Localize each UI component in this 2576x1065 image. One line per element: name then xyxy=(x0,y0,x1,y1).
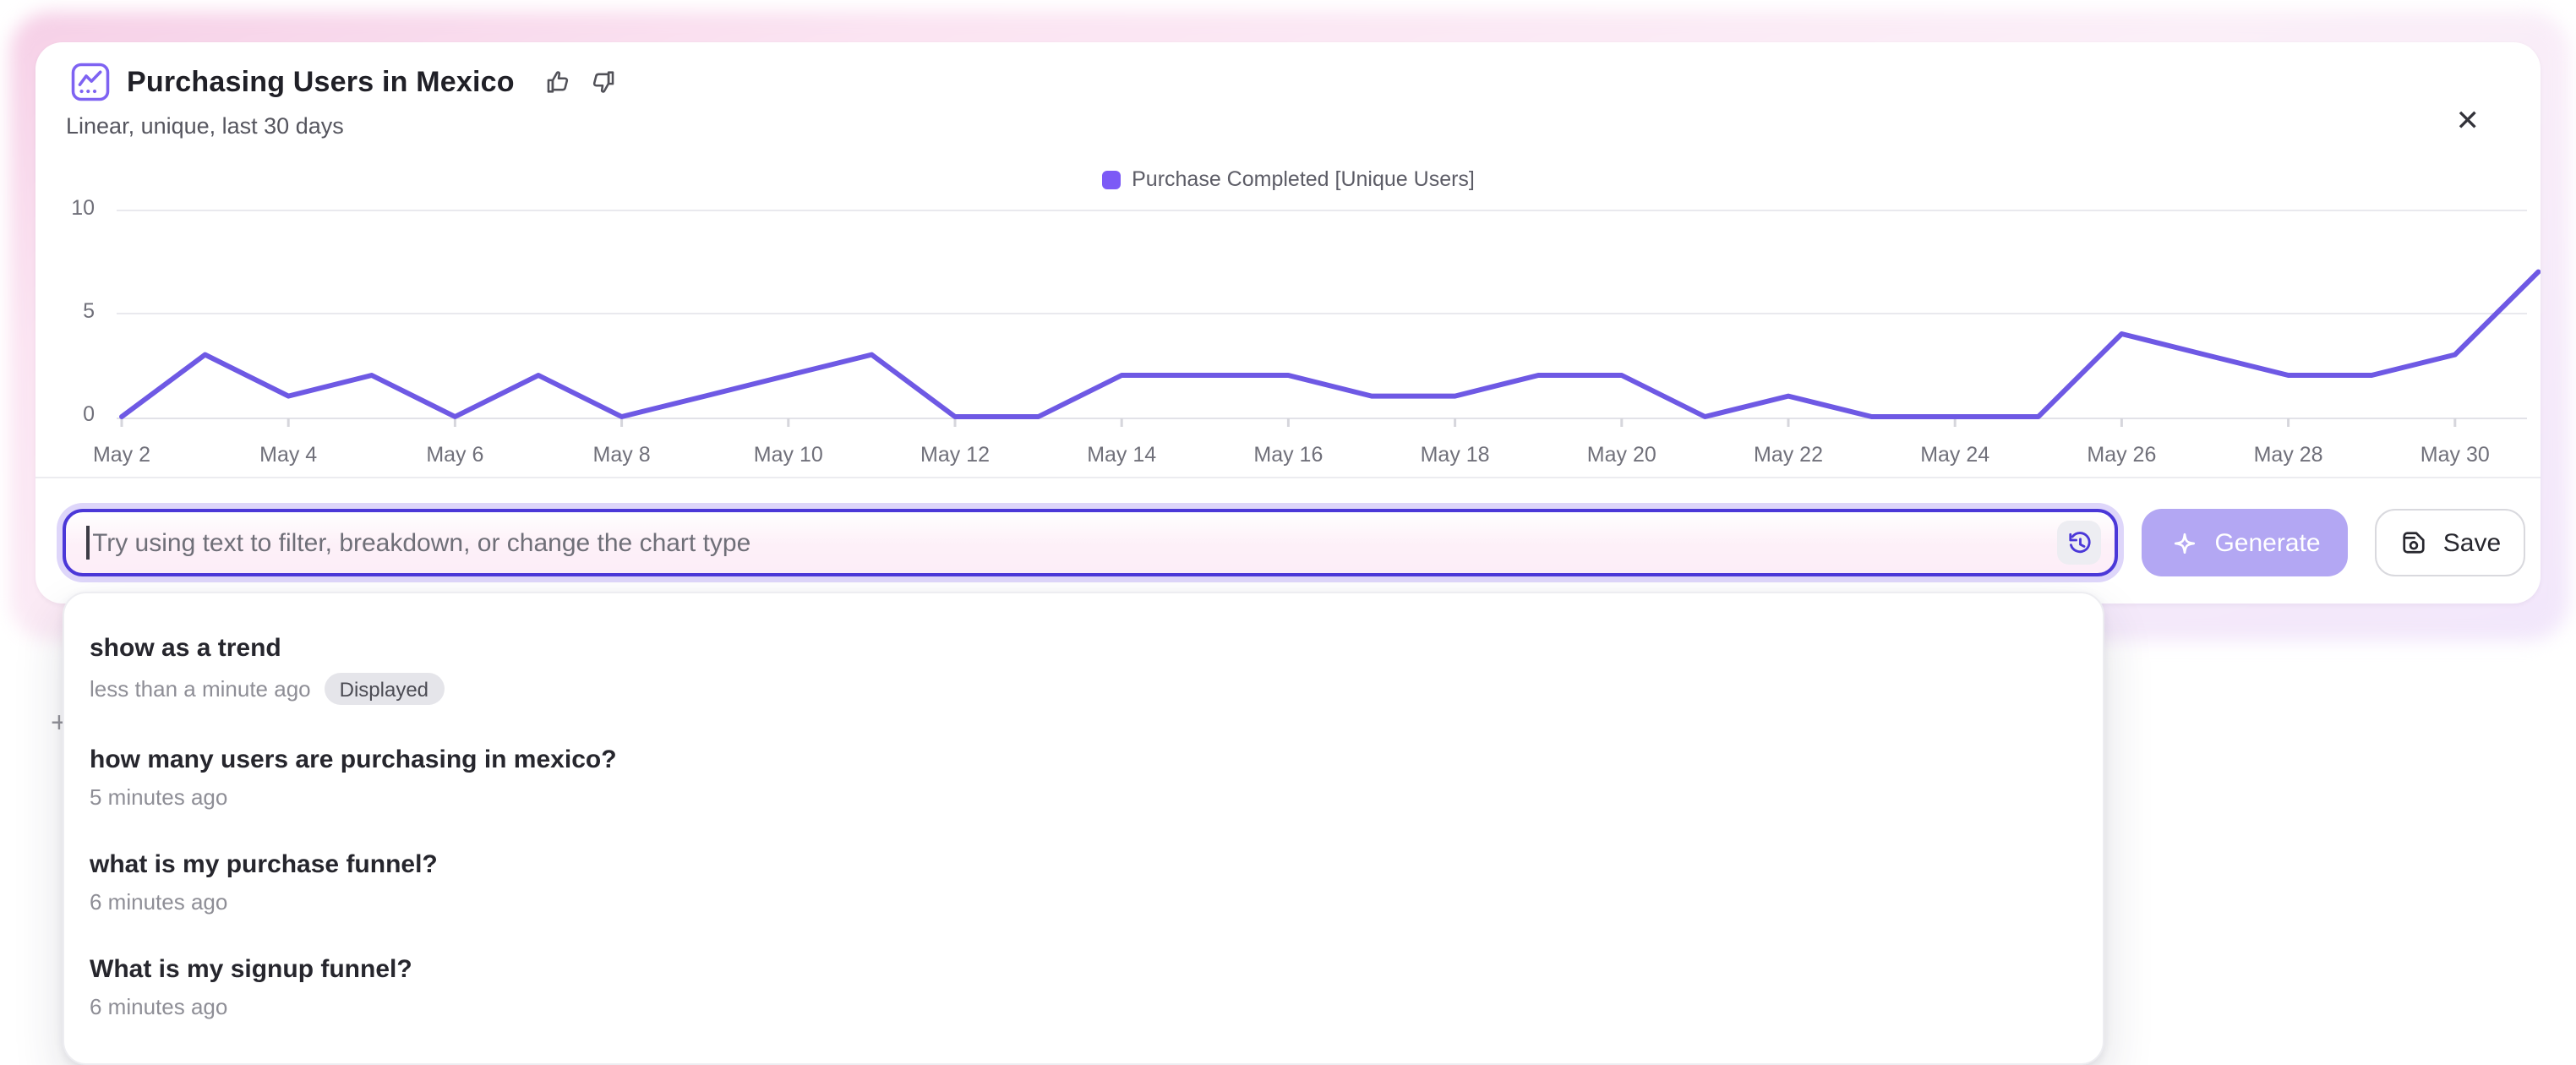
history-item[interactable]: show as a trend less than a minute ago Dis… xyxy=(64,620,2103,718)
history-meta: 6 minutes ago xyxy=(90,994,2076,1019)
x-tick-label: May 12 xyxy=(920,443,990,467)
history-timestamp: 6 minutes ago xyxy=(90,994,228,1019)
series-line xyxy=(119,269,2541,419)
history-meta: less than a minute ago Displayed xyxy=(90,673,2076,705)
x-tick-label: May 4 xyxy=(259,443,318,467)
generate-label: Generate xyxy=(2214,528,2321,557)
displayed-badge: Displayed xyxy=(324,673,445,705)
card-header: Purchasing Users in Mexico xyxy=(71,63,618,101)
save-file-icon xyxy=(2404,532,2426,554)
history-item[interactable]: What is my signup funnel? 6 minutes ago xyxy=(64,942,2103,1033)
y-tick-10: 10 xyxy=(71,196,95,220)
history-item[interactable]: how many users are purchasing in mexico?… xyxy=(64,732,2103,823)
history-meta: 5 minutes ago xyxy=(90,784,2076,810)
page-title: Purchasing Users in Mexico xyxy=(127,65,515,97)
y-tick-0: 0 xyxy=(83,402,95,426)
x-tick-label: May 10 xyxy=(753,443,823,467)
save-label: Save xyxy=(2442,528,2502,557)
gridline-0-baseline xyxy=(117,417,2527,418)
legend-swatch xyxy=(1101,170,1121,188)
x-tick-label: May 2 xyxy=(92,443,151,467)
ai-text-input[interactable]: Try using text to filter, breakdown, or … xyxy=(63,509,2118,576)
chart-card: Purchasing Users in Mexico Linear, uniqu… xyxy=(35,42,2541,604)
history-item[interactable]: what is my purchase funnel? 6 minutes ago xyxy=(64,837,2103,928)
close-icon[interactable]: ✕ xyxy=(2455,105,2480,137)
history-meta: 6 minutes ago xyxy=(90,889,2076,915)
history-button[interactable] xyxy=(2057,521,2101,565)
divider xyxy=(35,477,2541,478)
x-tick-label: May 22 xyxy=(1754,443,1823,467)
generate-button[interactable]: Generate xyxy=(2142,509,2348,576)
x-axis-labels: May 2 May 4 May 6 May 8 May 10 May 12 May 14 Ma… xyxy=(35,443,2541,470)
gridline-5 xyxy=(117,313,2527,314)
legend-label: Purchase Completed [Unique Users] xyxy=(1132,167,1475,191)
x-tick-label: May 24 xyxy=(1920,443,1990,467)
chart-settings-summary: Linear, unique, last 30 days xyxy=(66,113,344,139)
x-tick-label: May 20 xyxy=(1586,443,1656,467)
x-tick-label: May 6 xyxy=(426,443,484,467)
x-tick-label: May 26 xyxy=(2087,443,2157,467)
history-query: show as a trend xyxy=(90,634,281,663)
input-placeholder: Try using text to filter, breakdown, or … xyxy=(92,528,751,557)
history-timestamp: less than a minute ago xyxy=(90,676,311,702)
x-tick-label: May 8 xyxy=(592,443,651,467)
gridline-10 xyxy=(117,210,2527,211)
x-tick-label: May 28 xyxy=(2253,443,2323,467)
x-tick-label: May 16 xyxy=(1253,443,1323,467)
thumbs-up-icon[interactable] xyxy=(545,68,574,96)
history-timestamp: 5 minutes ago xyxy=(90,784,228,810)
history-clock-icon xyxy=(2069,532,2091,554)
history-dropdown: show as a trend less than a minute ago Dis… xyxy=(63,592,2104,1065)
line-chart-icon xyxy=(71,63,110,101)
history-query: how many users are purchasing in mexico? xyxy=(90,746,617,774)
history-timestamp: 6 minutes ago xyxy=(90,889,228,915)
x-tick-label: May 18 xyxy=(1420,443,1490,467)
line-series-purchase-completed xyxy=(119,269,2541,427)
chart-legend: Purchase Completed [Unique Users] xyxy=(35,167,2541,191)
history-query: what is my purchase funnel? xyxy=(90,850,438,879)
x-tick-label: May 30 xyxy=(2420,443,2490,467)
text-cursor xyxy=(86,526,89,560)
ai-command-bar: Try using text to filter, breakdown, or … xyxy=(63,509,2525,576)
x-tick-label: May 14 xyxy=(1087,443,1157,467)
y-tick-5: 5 xyxy=(83,299,95,323)
save-button[interactable]: Save xyxy=(2375,509,2525,576)
history-query: What is my signup funnel? xyxy=(90,955,412,984)
feedback-buttons xyxy=(545,68,618,96)
sparkle-icon xyxy=(2175,532,2196,554)
thumbs-down-icon[interactable] xyxy=(589,68,618,96)
